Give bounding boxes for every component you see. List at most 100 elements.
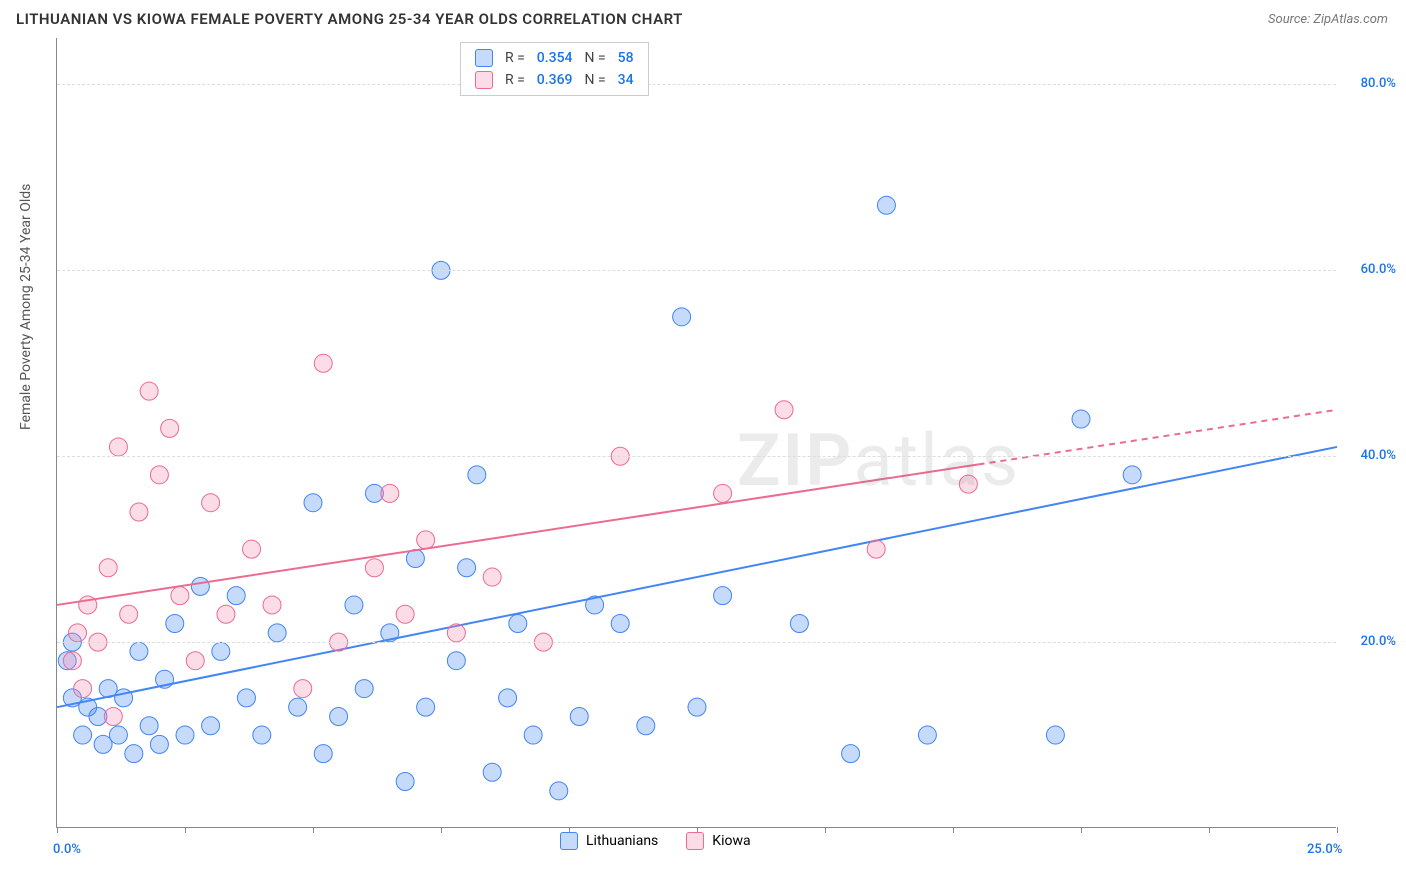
data-point (202, 717, 220, 735)
series-legend: Lithuanians Kiowa (560, 832, 751, 850)
data-point (74, 726, 92, 744)
data-point (268, 624, 286, 642)
r-value: 0.369 (537, 72, 573, 88)
x-tick-label: 0.0% (53, 842, 81, 857)
data-point (1046, 726, 1064, 744)
data-point (191, 577, 209, 595)
data-point (130, 503, 148, 521)
x-tick (185, 827, 186, 833)
x-tick (313, 827, 314, 833)
data-point (468, 466, 486, 484)
data-point (263, 596, 281, 614)
n-value: 58 (618, 50, 634, 66)
data-point (959, 475, 977, 493)
r-label: R = (505, 72, 525, 88)
gridline (57, 270, 1336, 271)
data-point (186, 652, 204, 670)
data-point (314, 745, 332, 763)
data-point (417, 698, 435, 716)
swatch-blue-icon (560, 832, 578, 850)
y-axis-label: Female Poverty Among 25-34 Year Olds (18, 184, 34, 430)
legend-item-kiowa: Kiowa (686, 832, 750, 850)
data-point (99, 559, 117, 577)
data-point (150, 735, 168, 753)
x-tick (1081, 827, 1082, 833)
data-point (417, 531, 435, 549)
data-point (918, 726, 936, 744)
data-point (365, 559, 383, 577)
n-label: N = (585, 72, 606, 88)
data-point (637, 717, 655, 735)
data-point (877, 196, 895, 214)
data-point (294, 680, 312, 698)
gridline (57, 456, 1336, 457)
legend-row-lithuanians: R = 0.354 N = 58 (461, 47, 648, 69)
data-point (125, 745, 143, 763)
x-tick (1337, 827, 1338, 833)
legend-row-kiowa: R = 0.369 N = 34 (461, 69, 648, 91)
correlation-legend: R = 0.354 N = 58 R = 0.369 N = 34 (460, 42, 649, 96)
data-point (524, 726, 542, 744)
data-point (867, 540, 885, 558)
data-point (483, 568, 501, 586)
scatter-plot-svg (57, 38, 1336, 827)
legend-item-lithuanians: Lithuanians (560, 832, 658, 850)
data-point (109, 726, 127, 744)
x-tick (1209, 827, 1210, 833)
y-tick-label: 60.0% (1361, 262, 1396, 277)
chart-plot-area: ZIPatlas 20.0%40.0%60.0%80.0%0.0%25.0% (56, 38, 1336, 828)
chart-title: LITHUANIAN VS KIOWA FEMALE POVERTY AMONG… (16, 10, 683, 28)
data-point (166, 615, 184, 633)
gridline (57, 84, 1336, 85)
y-tick-label: 80.0% (1361, 76, 1396, 91)
data-point (1072, 410, 1090, 428)
data-point (176, 726, 194, 744)
data-point (150, 466, 168, 484)
legend-label: Kiowa (712, 833, 750, 849)
data-point (447, 652, 465, 670)
data-point (217, 605, 235, 623)
data-point (253, 726, 271, 744)
data-point (104, 707, 122, 725)
r-label: R = (505, 50, 525, 66)
data-point (775, 401, 793, 419)
data-point (509, 615, 527, 633)
source-label: Source: ZipAtlas.com (1268, 12, 1388, 27)
data-point (688, 698, 706, 716)
y-tick-label: 20.0% (1361, 634, 1396, 649)
data-point (673, 308, 691, 326)
x-tick-label: 25.0% (1307, 842, 1342, 857)
n-value: 34 (618, 72, 634, 88)
data-point (314, 354, 332, 372)
data-point (289, 698, 307, 716)
data-point (120, 605, 138, 623)
data-point (714, 484, 732, 502)
data-point (381, 484, 399, 502)
x-tick (441, 827, 442, 833)
data-point (483, 763, 501, 781)
x-tick (57, 827, 58, 833)
header: LITHUANIAN VS KIOWA FEMALE POVERTY AMONG… (0, 0, 1406, 34)
data-point (109, 438, 127, 456)
data-point (74, 680, 92, 698)
data-point (611, 615, 629, 633)
data-point (237, 689, 255, 707)
data-point (396, 605, 414, 623)
data-point (570, 707, 588, 725)
data-point (140, 717, 158, 735)
data-point (355, 680, 373, 698)
data-point (790, 615, 808, 633)
data-point (68, 624, 86, 642)
data-point (345, 596, 363, 614)
data-point (130, 642, 148, 660)
data-point (1123, 466, 1141, 484)
legend-label: Lithuanians (586, 833, 658, 849)
gridline (57, 642, 1336, 643)
data-point (550, 782, 568, 800)
data-point (63, 652, 81, 670)
data-point (458, 559, 476, 577)
y-tick-label: 40.0% (1361, 448, 1396, 463)
swatch-pink-icon (686, 832, 704, 850)
data-point (202, 494, 220, 512)
x-tick (825, 827, 826, 833)
